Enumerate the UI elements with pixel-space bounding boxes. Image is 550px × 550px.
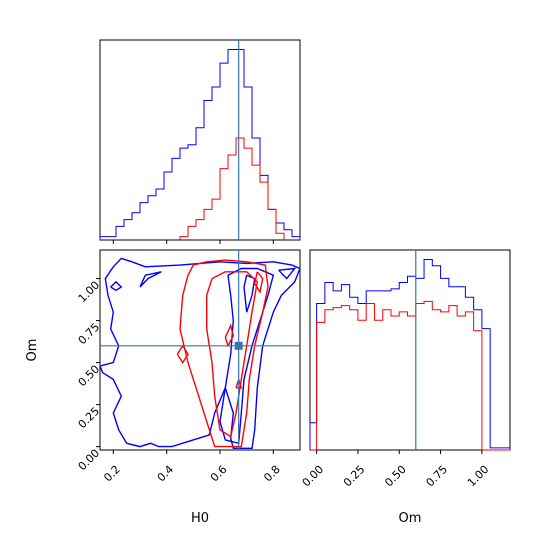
histogram-om-frame [309,249,511,451]
histogram-h0-panel [99,39,301,244]
truth-marker [234,341,243,350]
hist-om-xtick-label-4: 1.00 [465,463,492,490]
blue-contour-4 [278,267,297,280]
hist-om-xtick-label-2: 0.50 [382,463,409,490]
histogram-h0-series-0 [99,49,301,240]
hist-om-xtick-label-3: 0.75 [424,463,451,490]
histogram-om-series-0 [309,259,511,450]
histogram-h0-frame [99,39,301,241]
contour-xtick-label-0: 0.2 [101,463,123,485]
blue-contour-3 [110,280,123,292]
histogram-om-series-1 [310,300,510,451]
contour-xtick-label-2: 0.6 [208,463,230,485]
histogram-h0-series-1 [179,137,285,240]
contour-ytick-label-3: 0.75 [76,321,103,348]
red-contour-1 [205,271,259,438]
contour-frame [99,249,301,451]
hist-om-xtick-label-1: 0.25 [341,463,368,490]
contour-ytick-label-1: 0.25 [76,405,103,432]
contour-ytick-label-0: 0.00 [76,447,103,474]
blue-contour-1 [219,267,275,445]
red-contour-3 [176,344,189,364]
histogram-om-panel: Om 0.00 0.25 0.50 0.75 1.00 [300,249,511,526]
y-axis-label-om: Om [25,339,40,362]
x-axis-label-om: Om [399,511,422,526]
red-contour-0 [179,259,269,448]
contour-xtick-label-3: 0.8 [261,463,283,485]
contour-h0-om-panel: H0 Om 0.2 0.4 0.6 0.8 0.00 0.25 0.50 0.75 1.00 [25,249,301,526]
red-contour-4 [224,323,235,348]
contour-xtick-label-1: 0.4 [155,463,177,485]
x-axis-label-h0: H0 [191,511,209,526]
contour-ytick-label-2: 0.50 [76,363,103,390]
hist-om-xtick-label-0: 0.00 [300,463,327,490]
contour-ytick-label-4: 1.00 [76,279,103,306]
red-contour-2 [253,271,264,294]
blue-contour-5 [139,271,162,288]
contour-lines [100,257,300,449]
